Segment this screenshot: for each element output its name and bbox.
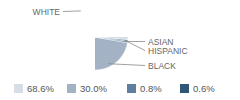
pie-slice [95,37,128,43]
legend-swatch [127,84,136,93]
legend-swatch [67,84,76,93]
legend-label: 0.8% [140,83,162,94]
legend-label: 68.6% [27,83,54,94]
legend-label: 0.6% [193,83,215,94]
leader-line [125,40,145,50]
slice-label: BLACK [148,61,176,71]
slice-labels: WHITEBLACKASIANHISPANIC [33,7,188,71]
legend-swatch [14,84,23,93]
legend: 68.6% 30.0% 0.8% 0.6% [14,83,215,94]
leader-line [63,10,81,12]
chart: WHITEBLACKASIANHISPANIC68.6%30.0%0.8%0.6… [0,0,240,100]
legend-label: 30.0% [80,83,107,94]
slice-label: HISPANIC [148,46,188,56]
slices [95,37,128,70]
pie-slice [95,37,127,70]
legend-swatch [180,84,189,93]
pie-slice [95,37,128,41]
slice-label: WHITE [33,7,61,17]
leader-line [108,64,145,66]
